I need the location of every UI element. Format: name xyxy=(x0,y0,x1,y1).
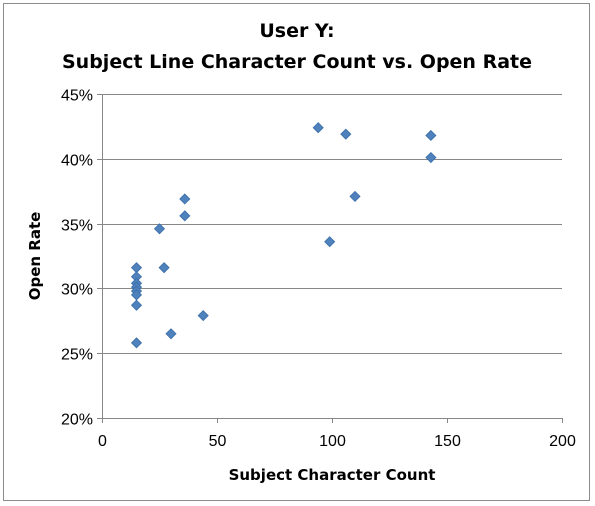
data-point xyxy=(179,193,191,205)
y-tick-label: 20% xyxy=(61,412,93,429)
data-point xyxy=(312,122,324,134)
data-point xyxy=(153,223,166,235)
data-point xyxy=(197,310,209,322)
x-tick-label: 0 xyxy=(98,433,107,450)
data-point xyxy=(349,190,361,202)
data-point xyxy=(158,262,170,274)
chart-title-line-2: Subject Line Character Count vs. Open Ra… xyxy=(62,51,532,73)
data-point xyxy=(165,328,177,340)
data-point xyxy=(179,210,191,222)
data-point xyxy=(130,337,143,349)
data-points xyxy=(130,122,437,349)
x-tick-label: 150 xyxy=(434,433,461,450)
y-tick-label: 45% xyxy=(61,88,93,105)
x-axis-title: Subject Character Count xyxy=(229,466,436,484)
x-tick-label: 100 xyxy=(319,433,346,450)
data-point xyxy=(130,299,143,311)
data-point xyxy=(130,262,143,274)
y-tick-labels: 20% 25% 30% 35% 40% 45% xyxy=(61,88,93,429)
y-tick-label: 40% xyxy=(61,153,93,170)
data-point xyxy=(324,236,336,248)
chart-title-line-1: User Y: xyxy=(259,20,334,42)
y-tick-label: 25% xyxy=(61,347,93,364)
gridlines xyxy=(102,94,562,419)
y-tick-label: 30% xyxy=(61,282,93,299)
y-tick-label: 35% xyxy=(61,218,93,235)
data-point xyxy=(425,151,437,164)
x-tick-labels: 0 50 100 150 200 xyxy=(98,433,576,450)
axes xyxy=(97,94,563,423)
y-axis-title: Open Rate xyxy=(26,212,44,301)
data-point xyxy=(425,129,437,142)
x-tick-label: 50 xyxy=(209,433,227,450)
data-point xyxy=(340,128,352,140)
x-tick-label: 200 xyxy=(549,433,576,450)
